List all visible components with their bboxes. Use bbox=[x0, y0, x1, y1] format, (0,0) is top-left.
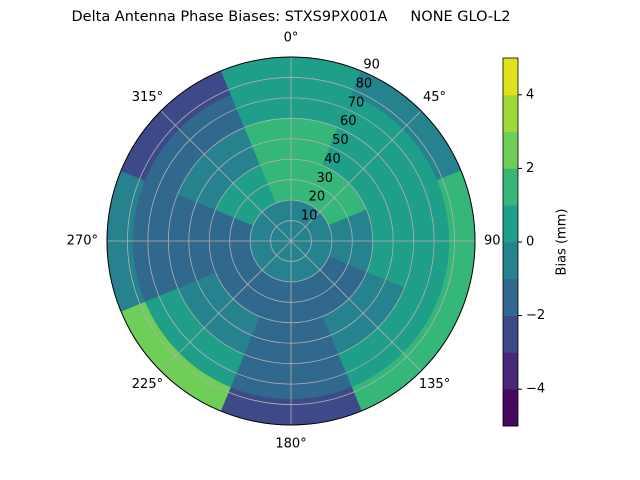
r-tick-label: 50 bbox=[332, 133, 349, 148]
colorbar-band bbox=[503, 352, 518, 390]
colorbar-band bbox=[503, 242, 518, 280]
r-tick-label: 80 bbox=[356, 76, 373, 91]
colorbar-tick-label: 4 bbox=[526, 87, 534, 102]
colorbar-band bbox=[503, 58, 518, 96]
colorbar-band bbox=[503, 389, 518, 427]
grid-spoke bbox=[290, 240, 422, 372]
theta-tick-label: 45° bbox=[423, 90, 446, 105]
chart-title: Delta Antenna Phase Biases: STXS9PX001A … bbox=[72, 9, 511, 25]
grid-spoke bbox=[290, 110, 422, 242]
theta-tick-label: 90 bbox=[484, 234, 501, 249]
theta-tick-label: 135° bbox=[419, 377, 450, 392]
colorbar-band bbox=[503, 131, 518, 169]
theta-tick-label: 225° bbox=[132, 377, 163, 392]
theta-tick-label: 315° bbox=[132, 90, 163, 105]
r-tick-label: 90 bbox=[363, 58, 380, 73]
polar-frame bbox=[106, 56, 476, 426]
colorbar-band bbox=[503, 315, 518, 353]
theta-tick-label: 270° bbox=[67, 234, 98, 249]
colorbar-band bbox=[503, 168, 518, 206]
r-tick-label: 40 bbox=[324, 152, 341, 167]
colorbar-band bbox=[503, 205, 518, 243]
r-tick-label: 30 bbox=[316, 171, 333, 186]
r-tick-label: 20 bbox=[309, 190, 326, 205]
grid-spoke bbox=[160, 110, 292, 242]
colorbar-band bbox=[503, 278, 518, 316]
theta-tick-label: 0° bbox=[284, 31, 299, 46]
colorbar-tick-label: −4 bbox=[526, 382, 545, 397]
r-tick-label: 60 bbox=[340, 114, 357, 129]
colorbar-band bbox=[503, 94, 518, 132]
r-tick-label: 70 bbox=[348, 95, 365, 110]
r-tick-label: 10 bbox=[301, 209, 318, 224]
grid-spoke bbox=[160, 240, 292, 372]
colorbar-tick-label: 2 bbox=[526, 161, 534, 176]
colorbar-tick-label: 0 bbox=[526, 235, 534, 250]
colorbar-label: Bias (mm) bbox=[555, 209, 570, 276]
colorbar-tick-label: −2 bbox=[526, 308, 545, 323]
theta-tick-label: 180° bbox=[275, 437, 306, 452]
